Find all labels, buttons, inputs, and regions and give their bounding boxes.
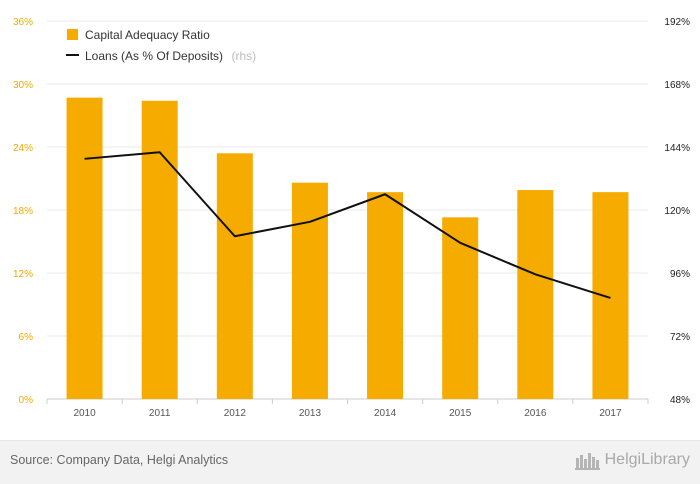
x-tick-label: 2010: [73, 408, 96, 419]
x-tick-label: 2015: [449, 408, 472, 419]
left-tick-label: 30%: [13, 80, 33, 91]
left-tick-label: 6%: [19, 332, 34, 343]
legend-label-line: Loans (As % Of Deposits): [85, 49, 223, 63]
bar-2017: [592, 192, 628, 399]
bar-2010: [67, 98, 103, 399]
x-tick-label: 2017: [599, 408, 622, 419]
legend-label-line-group: Loans (As % Of Deposits) (rhs): [85, 47, 256, 64]
right-tick-label: 72%: [670, 332, 690, 343]
x-tick-label: 2012: [224, 408, 247, 419]
right-axis: 48% 72% 96% 120% 144% 168% 192%: [664, 17, 690, 406]
left-tick-label: 12%: [13, 269, 33, 280]
x-axis: 2010 2011 2012 2013 2014 2015 2016 2017: [73, 408, 622, 419]
brand-logo: HelgiLibrary: [575, 450, 690, 470]
left-axis: 0% 6% 12% 18% 24% 30% 36%: [13, 17, 33, 406]
legend-label-bar: Capital Adequacy Ratio: [85, 28, 210, 42]
source-text: Source: Company Data, Helgi Analytics: [10, 453, 228, 467]
bar-2015: [442, 217, 478, 399]
bar-2012: [217, 153, 253, 399]
bar-2016: [517, 190, 553, 399]
right-tick-label: 168%: [664, 80, 690, 91]
left-tick-label: 36%: [13, 17, 33, 28]
right-tick-label: 96%: [670, 269, 690, 280]
chart: 0% 6% 12% 18% 24% 30% 36% 48% 72% 96% 120% 144% 168…: [0, 0, 700, 440]
x-tick-label: 2016: [524, 408, 547, 419]
legend: Capital Adequacy Ratio Loans (As % Of De…: [66, 28, 256, 64]
left-tick-label: 0%: [19, 395, 34, 406]
legend-swatch-bar: [67, 29, 78, 40]
right-tick-label: 192%: [664, 17, 690, 28]
gridlines: [47, 21, 648, 404]
left-tick-label: 18%: [13, 206, 33, 217]
bar-series: [67, 98, 629, 399]
right-tick-label: 48%: [670, 395, 690, 406]
footer: Source: Company Data, Helgi Analytics He…: [0, 440, 700, 484]
x-tick-label: 2014: [374, 408, 397, 419]
right-tick-label: 144%: [664, 143, 690, 154]
bar-2014: [367, 192, 403, 399]
legend-note-rhs: (rhs): [232, 49, 257, 63]
x-tick-label: 2013: [299, 408, 322, 419]
bar-2011: [142, 101, 178, 399]
x-tick-label: 2011: [149, 408, 171, 419]
left-tick-label: 24%: [13, 143, 33, 154]
bar-2013: [292, 183, 328, 399]
right-tick-label: 120%: [664, 206, 690, 217]
library-icon: [575, 450, 601, 470]
brand-name: HelgiLibrary: [605, 451, 690, 469]
